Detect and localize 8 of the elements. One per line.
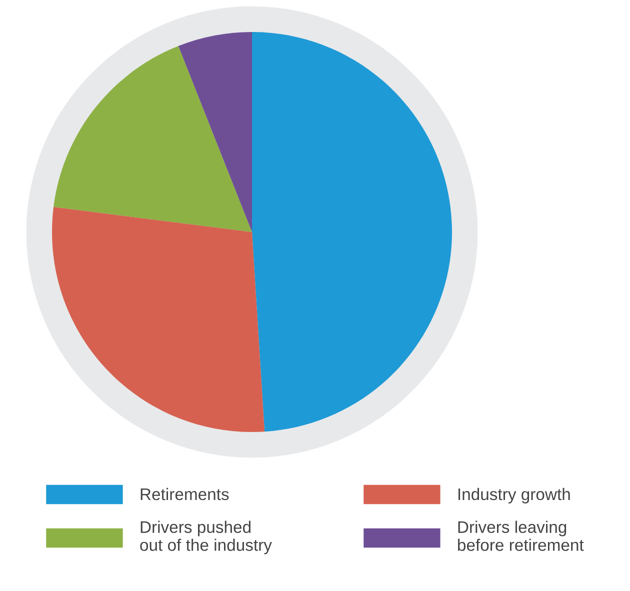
legend-label: Retirements bbox=[140, 488, 229, 500]
pie-slice bbox=[178, 32, 252, 232]
legend-label: Industry growth bbox=[458, 488, 570, 504]
pie-slice bbox=[54, 46, 252, 232]
pie-slice bbox=[252, 32, 452, 432]
pie-slice bbox=[52, 206, 265, 432]
legend-label: Drivers pushed out of the industry bbox=[140, 520, 272, 554]
legend-label: Drivers leaving before retirement bbox=[458, 520, 584, 551]
